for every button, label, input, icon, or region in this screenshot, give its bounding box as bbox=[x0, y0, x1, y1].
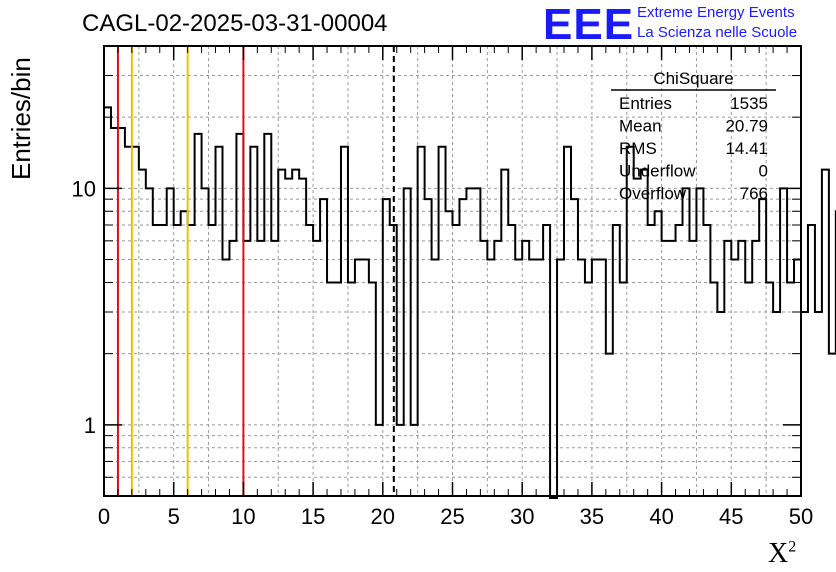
x-tick-label: 5 bbox=[168, 504, 180, 529]
x-tick-label: 50 bbox=[789, 504, 813, 529]
stats-label: Overflow bbox=[619, 184, 687, 203]
x-tick-label: 45 bbox=[719, 504, 743, 529]
stats-value: 20.79 bbox=[725, 117, 768, 136]
stats-label: Underflow bbox=[619, 162, 696, 181]
x-tick-label: 30 bbox=[510, 504, 534, 529]
y-tick-label: 1 bbox=[84, 413, 96, 438]
stats-value: 0 bbox=[759, 162, 768, 181]
eee-logo-line1: Extreme Energy Events bbox=[637, 4, 795, 21]
x-tick-label: 40 bbox=[649, 504, 673, 529]
y-tick-label: 10 bbox=[72, 176, 96, 201]
stats-label: RMS bbox=[619, 139, 657, 158]
stats-value: 766 bbox=[740, 184, 768, 203]
x-tick-label: 20 bbox=[371, 504, 395, 529]
stats-value: 14.41 bbox=[725, 139, 768, 158]
x-tick-label: 15 bbox=[301, 504, 325, 529]
x-tick-label: 25 bbox=[440, 504, 464, 529]
histogram-step-line bbox=[104, 106, 836, 499]
stats-value: 1535 bbox=[730, 94, 768, 113]
x-axis-label: X2 bbox=[768, 538, 797, 569]
eee-logo-line2: La Scienza nelle Scuole bbox=[637, 24, 798, 41]
stats-label: Mean bbox=[619, 117, 662, 136]
chart-title: CAGL-02-2025-03-31-00004 bbox=[82, 10, 388, 37]
x-tick-label: 0 bbox=[98, 504, 110, 529]
stats-label: Entries bbox=[619, 94, 672, 113]
stats-box-title: ChiSquare bbox=[653, 69, 733, 88]
eee-logo-mark: EEE bbox=[543, 0, 635, 49]
x-tick-label: 10 bbox=[231, 504, 255, 529]
y-axis-label: Entries/bin bbox=[6, 57, 36, 180]
x-tick-label: 35 bbox=[580, 504, 604, 529]
